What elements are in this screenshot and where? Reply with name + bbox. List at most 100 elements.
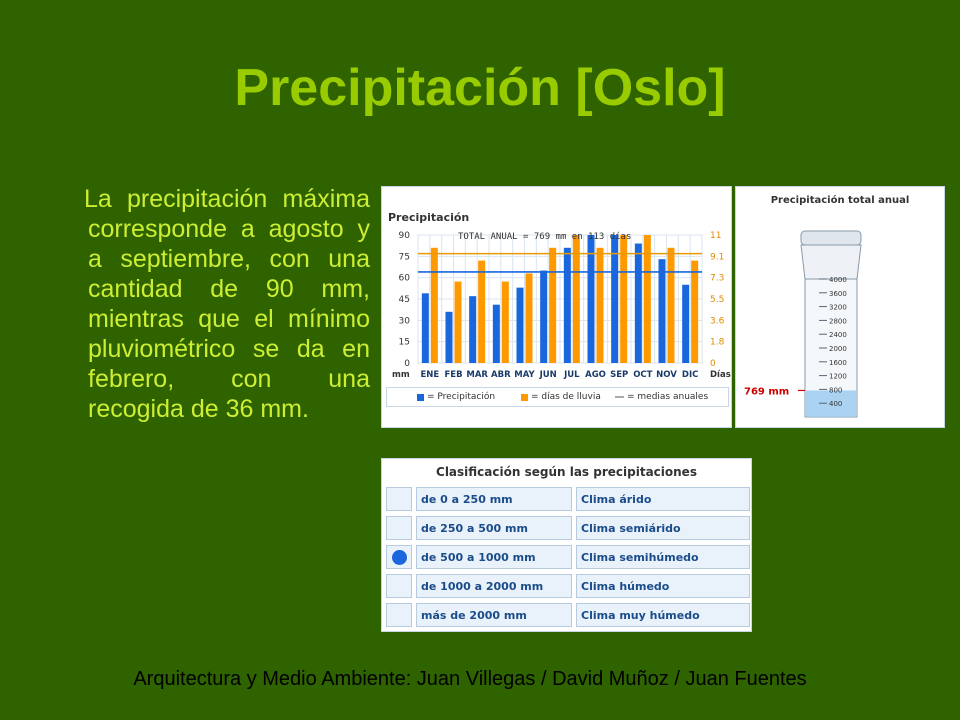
x-tick-label: JUL [563,370,580,380]
bar-precipitation [540,270,548,363]
bar-rain-days [572,235,580,363]
gauge-tick-label: 400 [829,400,842,408]
y-tick-right: 11 [710,231,721,241]
classification-range-cell: de 500 a 1000 mm [416,545,572,569]
classification-range: más de 2000 mm [421,609,527,622]
classification-range-cell: más de 2000 mm [416,603,572,627]
bar-precipitation [445,311,453,363]
bar-rain-days [596,247,604,363]
gauge-water [806,390,856,417]
chart-title: Precipitación [388,211,470,224]
x-tick-label: SEP [610,370,628,380]
bar-precipitation [658,259,666,363]
classification-label: Clima semiárido [581,522,681,535]
y-tick-right: 0 [710,359,716,369]
y-axis-unit-right: Días [710,370,731,380]
bar-precipitation [421,293,429,363]
y-axis-unit-left: mm [392,370,410,380]
slide-title: Precipitación [Oslo] [234,59,726,117]
classification-title: Clasificación según las precipitaciones [436,465,697,479]
legend-item-precipitation: = Precipitación [417,392,495,402]
bar-rain-days [549,247,557,363]
gauge-funnel [800,244,862,280]
legend-swatch-blue [417,393,424,401]
legend-item-rain-days: = días de lluvia [521,392,601,402]
gauge-tick-label: 800 [829,386,842,394]
classification-range: de 500 a 1000 mm [421,551,536,564]
gauge-tick-label: 3600 [829,290,847,298]
bar-rain-days [643,235,651,363]
bar-precipitation [469,296,477,363]
y-tick-left: 15 [399,338,410,348]
classification-range-cell: de 0 a 250 mm [416,487,572,511]
chart-annotation: TOTAL ANUAL = 769 mm en 113 días [458,232,631,242]
y-tick-left: 75 [399,252,410,262]
bar-rain-days [620,235,628,363]
y-tick-right: 1.8 [710,338,725,348]
classification-indicator-cell [386,603,412,627]
bar-rain-days [667,247,675,363]
bar-precipitation [611,235,619,363]
selected-dot-icon [392,550,407,565]
classification-label: Clima árido [581,493,652,506]
legend-swatch-line [615,396,624,398]
precipitation-chart-panel: Precipitación 0 0 15 1.8 30 3.6 45 5.5 60 7.3 75 9.… [381,186,732,428]
legend-label-precipitation: = Precipitación [427,392,496,402]
bar-rain-days [525,273,533,363]
y-tick-left: 30 [399,316,411,326]
x-tick-label: ENE [420,370,439,380]
gauge-tick-label: 4000 [829,276,847,284]
x-tick-label: AGO [585,370,606,380]
bar-precipitation [682,284,690,363]
legend-label-annual-means: = medias anuales [627,392,709,402]
classification-row: de 250 a 500 mm Clima semiárido [386,516,750,540]
classification-label-cell: Clima húmedo [576,574,750,598]
bar-rain-days [454,281,462,363]
rain-gauge: 400 800 1200 1600 2000 2400 2800 3200 3600 4000 76… [744,230,862,418]
classification-row: de 1000 a 2000 mm Clima húmedo [386,574,750,598]
classification-range: de 0 a 250 mm [421,493,513,506]
bar-precipitation [516,287,524,363]
slide-footer: Arquitectura y Medio Ambiente: Juan Vill… [133,668,807,690]
classification-indicator-cell [386,516,412,540]
y-tick-left: 0 [404,359,410,369]
gauge-tick-label: 1600 [829,359,847,367]
classification-indicator-cell [386,574,412,598]
bar-rain-days [478,260,486,363]
classification-range: de 250 a 500 mm [421,522,528,535]
gauge-cap [800,230,862,246]
y-tick-right: 9.1 [710,252,724,262]
classification-label-cell: Clima árido [576,487,750,511]
gauge-tick-label: 2000 [829,345,847,353]
bar-rain-days [430,247,438,363]
classification-range-cell: de 250 a 500 mm [416,516,572,540]
x-tick-label: DIC [682,370,698,380]
gauge-tick-label: 3200 [829,304,847,312]
precipitation-chart: 0 0 15 1.8 30 3.6 45 5.5 60 7.3 75 9.1 90 11 ENE FEB MAR… [392,231,731,380]
classification-table: Clasificación según las precipitaciones … [381,458,752,632]
y-tick-left: 60 [399,274,411,284]
classification-row: de 500 a 1000 mm Clima semihúmedo [386,545,750,569]
bar-precipitation [492,304,500,363]
classification-label: Clima húmedo [581,580,670,593]
x-tick-label: ABR [491,370,511,380]
legend-item-annual-means: = medias anuales [615,392,708,402]
gauge-tick-label: 1200 [829,373,847,381]
classification-label-cell: Clima semiárido [576,516,750,540]
legend-swatch-orange [521,393,528,401]
x-tick-label: MAY [514,370,535,380]
chart-legend: = Precipitación = días de lluvia = media… [386,387,729,407]
y-tick-left: 45 [399,295,410,305]
x-tick-label: MAR [466,370,488,380]
legend-label-rain-days: = días de lluvia [531,392,601,402]
classification-label-cell: Clima muy húmedo [576,603,750,627]
gauge-title: Precipitación total anual [770,195,910,206]
gauge-value-label: 769 mm [744,386,789,397]
y-tick-right: 5.5 [710,295,724,305]
y-tick-left: 90 [399,231,411,241]
bar-rain-days [501,281,509,363]
x-tick-label: FEB [444,370,462,380]
classification-row: más de 2000 mm Clima muy húmedo [386,603,750,627]
x-tick-label: JUN [539,370,557,380]
classification-range: de 1000 a 2000 mm [421,580,544,593]
